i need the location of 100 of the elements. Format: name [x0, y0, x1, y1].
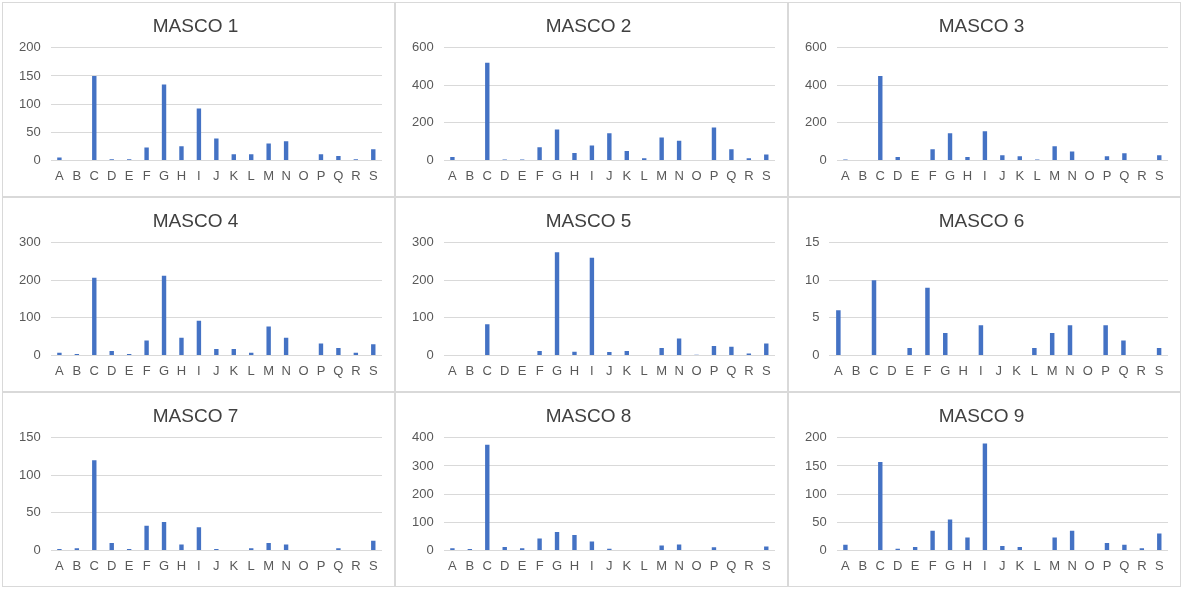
y-tick-label: 10 [804, 271, 820, 287]
bar [371, 344, 376, 355]
bar [947, 519, 953, 550]
x-tick-label: F [142, 557, 151, 573]
bar [144, 525, 149, 550]
bar [249, 154, 254, 160]
bar [144, 147, 149, 160]
bar [925, 287, 930, 355]
bar [1157, 155, 1162, 160]
chart-title: MASCO 8 [545, 404, 632, 426]
bar [1067, 325, 1073, 355]
x-tick-label: B [72, 362, 82, 378]
x-tick-label: A [448, 557, 458, 573]
y-tick-label: 200 [411, 271, 434, 287]
x-tick-label: I [983, 167, 987, 183]
x-tick-label: P [316, 362, 326, 378]
x-tick-label: R [351, 167, 361, 183]
x-tick-label: F [923, 362, 932, 378]
x-tick-label: I [590, 362, 594, 378]
x-tick-label: H [962, 167, 973, 183]
x-tick-label: D [893, 167, 903, 183]
x-tick-label: O [298, 167, 309, 183]
x-tick-label: J [999, 557, 1006, 573]
y-tick-label: 300 [411, 457, 434, 473]
x-tick-label: P [709, 557, 719, 573]
x-tick-label: G [551, 167, 563, 183]
x-tick-label: S [1154, 167, 1164, 183]
x-tick-label: E [517, 362, 527, 378]
bar [1104, 156, 1110, 160]
x-tick-label: J [606, 362, 613, 378]
bar [1032, 347, 1037, 355]
x-tick-label: K [622, 362, 632, 378]
chart-title: MASCO 1 [152, 14, 239, 36]
x-tick-label: G [158, 167, 170, 183]
y-tick-label: 100 [411, 309, 434, 325]
bar [871, 280, 877, 355]
x-tick-label: I [590, 167, 594, 183]
bar [930, 530, 935, 550]
y-tick-label: 0 [33, 151, 41, 167]
x-tick-label: D [500, 167, 510, 183]
x-tick-label: N [281, 557, 291, 573]
x-tick-label: K [229, 362, 239, 378]
bar [266, 143, 271, 160]
x-tick-label: E [517, 167, 527, 183]
x-tick-label: R [1136, 362, 1146, 378]
y-tick-label: 600 [804, 39, 827, 55]
x-tick-label: Q [1118, 362, 1129, 378]
x-tick-label: B [72, 557, 82, 573]
x-tick-label: H [176, 167, 187, 183]
bar [711, 127, 717, 160]
x-tick-label: C [869, 362, 879, 378]
x-tick-label: L [1033, 167, 1041, 183]
x-tick-label: P [709, 167, 719, 183]
y-tick-label: 300 [18, 234, 41, 250]
x-tick-label: A [55, 362, 65, 378]
x-tick-label: A [841, 557, 851, 573]
bar [1069, 530, 1075, 550]
x-tick-label: K [1012, 362, 1022, 378]
y-tick-label: 150 [18, 67, 41, 83]
x-tick-label: E [905, 362, 915, 378]
y-tick-label: 200 [411, 114, 434, 130]
x-tick-label: S [761, 167, 771, 183]
bar [764, 154, 769, 160]
bar [930, 149, 935, 160]
bar [589, 145, 595, 160]
x-tick-label: S [1154, 557, 1164, 573]
bar [554, 532, 560, 550]
x-tick-label: C [875, 557, 885, 573]
x-tick-label: C [875, 167, 885, 183]
x-tick-label: E [124, 362, 134, 378]
bar [764, 343, 769, 355]
bar [1069, 151, 1075, 160]
bar [607, 352, 612, 355]
x-tick-label: R [1137, 167, 1147, 183]
y-tick-label: 0 [426, 151, 434, 167]
y-tick-label: 200 [18, 39, 41, 55]
x-tick-label: N [281, 362, 291, 378]
bar [711, 346, 717, 355]
y-tick-label: 0 [819, 151, 827, 167]
x-tick-label: O [691, 557, 702, 573]
chart-title: MASCO 3 [938, 14, 1025, 36]
x-tick-label: B [465, 167, 475, 183]
x-tick-label: O [1084, 557, 1095, 573]
chart-title: MASCO 2 [545, 14, 632, 36]
bar [676, 544, 682, 550]
y-tick-label: 150 [804, 457, 827, 473]
bar [1122, 544, 1127, 550]
x-tick-label: R [744, 167, 754, 183]
bar [965, 157, 970, 160]
x-tick-label: F [535, 557, 544, 573]
x-tick-label: M [263, 362, 275, 378]
x-tick-label: J [213, 362, 220, 378]
x-tick-label: R [744, 362, 754, 378]
bar [1052, 146, 1057, 160]
x-tick-label: R [1137, 557, 1147, 573]
bar [283, 141, 289, 160]
y-tick-label: 400 [411, 429, 434, 445]
x-tick-label: D [107, 167, 117, 183]
bar [231, 349, 236, 355]
x-tick-label: Q [1119, 557, 1130, 573]
